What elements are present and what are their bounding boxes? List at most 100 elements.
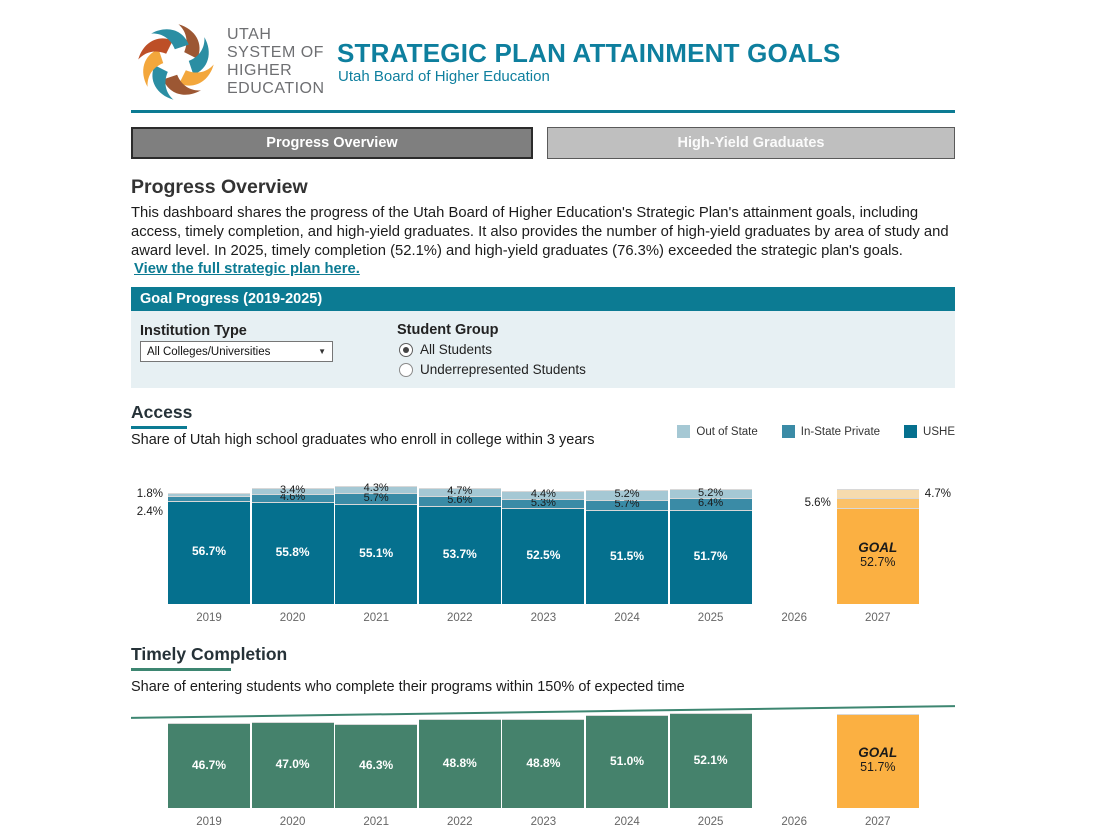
bar-segment-in-state-private[interactable] xyxy=(418,496,501,507)
bar-segment-ushe[interactable] xyxy=(669,509,752,604)
timely-completion-chart: 46.7% 47.0% 46.3% 48.8% 48.8% 51.0% 52.1% GOAL 5… xyxy=(131,693,955,834)
radio-button-icon xyxy=(399,362,413,377)
institution-type-select[interactable]: All Colleges/Universities ▼ xyxy=(140,341,333,362)
bar-timely-completion[interactable] xyxy=(168,723,250,808)
axis-label-2026: 2026 xyxy=(781,816,807,828)
bar-segment-ushe[interactable] xyxy=(418,506,501,604)
logo-wordmark: UTAH SYSTEM OF HIGHER EDUCATION xyxy=(227,26,325,98)
goal-bar-segment[interactable] xyxy=(836,508,919,604)
axis-label-2025: 2025 xyxy=(697,612,724,624)
axis-label-2024: 2024 xyxy=(614,816,640,828)
axis-label-2019: 2019 xyxy=(196,612,222,624)
legend-label: USHE xyxy=(923,425,955,438)
tab-label: Progress Overview xyxy=(266,135,398,151)
axis-label-2022: 2022 xyxy=(447,612,473,624)
access-chart: 56.7% 1.8% 2.4% 55.8% 4.6% 3.4% 55.1% 5.7% 4.3% 5… xyxy=(131,464,955,628)
institution-type-value: All Colleges/Universities xyxy=(147,345,271,358)
bar-segment-out-of-state[interactable] xyxy=(251,487,334,495)
pinwheel-blade xyxy=(188,37,209,75)
ext-label-out-of-state: 1.8% xyxy=(136,488,163,501)
bar-segment-ushe[interactable] xyxy=(586,510,668,604)
overview-description: This dashboard shares the progress of th… xyxy=(131,205,949,260)
goal-bar-segment[interactable] xyxy=(836,489,919,498)
logo-line: EDUCATION xyxy=(227,80,325,98)
axis-label-2020: 2020 xyxy=(279,816,306,828)
legend-label: Out of State xyxy=(696,425,758,438)
bar-segment-ushe[interactable] xyxy=(168,500,250,604)
pinwheel-blade xyxy=(178,24,200,59)
strategic-plan-link[interactable]: View the full strategic plan here. xyxy=(134,261,360,277)
bar-segment-out-of-state[interactable] xyxy=(335,485,418,494)
bar-timely-completion[interactable] xyxy=(669,713,752,808)
bar-timely-completion[interactable] xyxy=(251,722,334,808)
header-divider xyxy=(131,110,955,113)
pinwheel-blade xyxy=(152,65,174,100)
institution-type-label: Institution Type xyxy=(140,323,247,339)
ext-label-in-state-private: 2.4% xyxy=(136,505,163,518)
tab-label: High-Yield Graduates xyxy=(677,135,825,151)
goal-bar-segment[interactable] xyxy=(836,497,919,509)
radio-underrepresented-students[interactable]: Underrepresented Students xyxy=(399,362,586,377)
content-wrapper: UTAH SYSTEM OF HIGHER EDUCATION STRATEGI… xyxy=(131,0,955,840)
logo-line: SYSTEM OF xyxy=(227,44,324,62)
axis-label-2025: 2025 xyxy=(697,816,724,828)
goal-mid-ext-label: 5.6% xyxy=(804,496,831,509)
axis-label-2023: 2023 xyxy=(530,612,557,624)
bar-segment-out-of-state[interactable] xyxy=(586,490,668,500)
ushe-pinwheel-logo-icon xyxy=(138,24,214,100)
goal-bar-segment[interactable] xyxy=(836,713,919,808)
axis-label-2022: 2022 xyxy=(447,816,473,828)
section-heading-access: Access xyxy=(131,402,193,422)
axis-label-2024: 2024 xyxy=(614,612,640,624)
bar-segment-in-state-private[interactable] xyxy=(168,496,250,501)
pinwheel-blade xyxy=(143,49,164,87)
pinwheel-blade xyxy=(179,64,214,86)
logo-line: HIGHER xyxy=(227,62,293,80)
timely-heading-underline xyxy=(131,668,231,671)
legend-swatch-icon xyxy=(677,425,691,438)
section-heading-timely-completion: Timely Completion xyxy=(131,644,288,664)
access-heading-underline xyxy=(131,426,187,429)
legend-label: In-State Private xyxy=(800,425,881,438)
radio-all-students[interactable]: All Students xyxy=(399,342,492,357)
bar-segment-out-of-state[interactable] xyxy=(168,493,250,497)
bar-timely-completion[interactable] xyxy=(502,719,585,808)
bar-segment-in-state-private[interactable] xyxy=(335,493,418,504)
tab-high-yield-graduates[interactable]: High-Yield Graduates xyxy=(547,127,955,159)
axis-label-2021: 2021 xyxy=(363,816,389,828)
legend-item-out-of-state[interactable]: Out of State xyxy=(677,425,758,438)
legend-swatch-icon xyxy=(781,425,795,438)
chevron-down-icon: ▼ xyxy=(318,347,326,356)
bar-segment-in-state-private[interactable] xyxy=(251,494,334,503)
page-title: STRATEGIC PLAN ATTAINMENT GOALS xyxy=(337,38,841,68)
bar-segment-in-state-private[interactable] xyxy=(502,498,585,509)
legend-item-in-state-private[interactable]: In-State Private xyxy=(781,425,881,438)
legend-item-ushe[interactable]: USHE xyxy=(904,425,955,438)
axis-label-2026: 2026 xyxy=(781,612,807,624)
bar-segment-out-of-state[interactable] xyxy=(502,490,585,499)
bar-segment-out-of-state[interactable] xyxy=(418,487,501,497)
radio-label: Underrepresented Students xyxy=(420,362,586,377)
bar-segment-in-state-private[interactable] xyxy=(586,499,668,511)
bar-segment-in-state-private[interactable] xyxy=(669,498,752,510)
axis-label-2023: 2023 xyxy=(530,816,557,828)
pinwheel-blade xyxy=(151,29,189,50)
pinwheel-blade xyxy=(163,74,201,95)
bar-segment-ushe[interactable] xyxy=(335,503,418,604)
axis-label-2021: 2021 xyxy=(363,612,389,624)
bar-segment-ushe[interactable] xyxy=(251,502,334,604)
radio-button-icon xyxy=(399,342,413,357)
bar-timely-completion[interactable] xyxy=(335,723,418,808)
access-chart-subtitle: Share of Utah high school graduates who … xyxy=(131,432,595,448)
bar-segment-out-of-state[interactable] xyxy=(669,488,752,499)
tab-progress-overview[interactable]: Progress Overview xyxy=(131,127,533,159)
bar-timely-completion[interactable] xyxy=(586,715,668,808)
access-legend: Out of State In-State Private USHE xyxy=(677,425,955,438)
bar-timely-completion[interactable] xyxy=(418,719,501,808)
bar-segment-ushe[interactable] xyxy=(502,508,585,604)
first-bar-ext-labels: 1.8% 2.4% xyxy=(137,487,163,519)
axis-label-2020: 2020 xyxy=(279,612,306,624)
legend-swatch-icon xyxy=(904,425,918,438)
section-heading-progress-overview: Progress Overview xyxy=(131,176,308,198)
